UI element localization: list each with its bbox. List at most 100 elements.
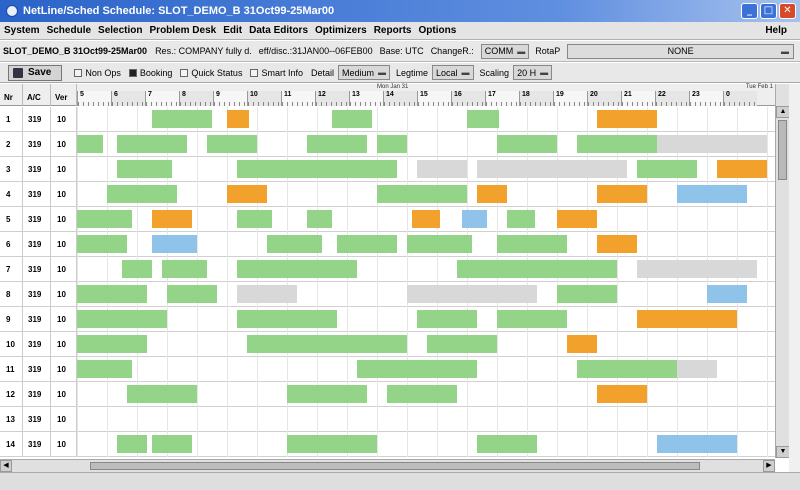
flight-leg-bar[interactable]	[237, 210, 272, 228]
gantt-row[interactable]: 3 319 10	[0, 157, 775, 182]
flight-leg-bar[interactable]	[467, 110, 499, 128]
menu-system[interactable]: System	[4, 25, 40, 36]
horizontal-scrollbar[interactable]: ◀ ▶	[0, 459, 775, 472]
flight-leg-bar[interactable]	[567, 335, 597, 353]
flight-leg-bar[interactable]	[637, 310, 737, 328]
vertical-scrollbar[interactable]: ▲ ▼	[775, 84, 790, 458]
flight-leg-bar[interactable]	[337, 235, 397, 253]
menu-problem-desk[interactable]: Problem Desk	[149, 25, 217, 36]
flight-leg-bar[interactable]	[247, 335, 407, 353]
flight-leg-bar[interactable]	[707, 285, 747, 303]
gantt-row[interactable]: 9 319 10	[0, 307, 775, 332]
rotap-dropdown[interactable]: NONE ▬	[567, 43, 794, 59]
flight-leg-bar[interactable]	[507, 210, 535, 228]
flight-leg-bar[interactable]	[117, 160, 172, 178]
scroll-left-icon[interactable]: ◀	[0, 460, 12, 472]
gantt-row[interactable]: 8 319 10	[0, 282, 775, 307]
flight-leg-bar[interactable]	[207, 135, 257, 153]
flight-leg-bar[interactable]	[287, 435, 377, 453]
flight-leg-bar[interactable]	[237, 310, 337, 328]
flight-leg-bar[interactable]	[387, 385, 457, 403]
flight-leg-bar[interactable]	[657, 435, 737, 453]
flight-leg-bar[interactable]	[597, 235, 637, 253]
gantt-row[interactable]: 12 319 10	[0, 382, 775, 407]
flight-leg-bar[interactable]	[227, 110, 249, 128]
vertical-scroll-thumb[interactable]	[778, 120, 787, 180]
scroll-up-icon[interactable]: ▲	[776, 106, 790, 118]
flight-leg-bar[interactable]	[597, 110, 657, 128]
gantt-row[interactable]: 6 319 10	[0, 232, 775, 257]
flight-leg-bar[interactable]	[417, 160, 467, 178]
flight-leg-bar[interactable]	[657, 135, 767, 153]
flight-leg-bar[interactable]	[77, 335, 147, 353]
gantt-row[interactable]: 2 319 10	[0, 132, 775, 157]
gantt-row[interactable]: 13 319 10	[0, 407, 775, 432]
menu-options[interactable]: Options	[418, 25, 457, 36]
flight-leg-bar[interactable]	[637, 260, 757, 278]
flight-leg-bar[interactable]	[417, 310, 477, 328]
horizontal-scroll-thumb[interactable]	[90, 462, 700, 470]
flight-leg-bar[interactable]	[77, 360, 132, 378]
menu-edit[interactable]: Edit	[223, 25, 243, 36]
flight-leg-bar[interactable]	[557, 210, 597, 228]
flight-leg-bar[interactable]	[477, 435, 537, 453]
flight-leg-bar[interactable]	[462, 210, 487, 228]
maximize-button[interactable]: □	[760, 3, 777, 19]
flight-leg-bar[interactable]	[122, 260, 152, 278]
close-button[interactable]: ✕	[779, 3, 796, 19]
smart-info-checkbox[interactable]: Smart Info	[250, 68, 303, 78]
flight-leg-bar[interactable]	[357, 360, 477, 378]
flight-leg-bar[interactable]	[557, 285, 617, 303]
flight-leg-bar[interactable]	[267, 235, 322, 253]
gantt-row[interactable]: 1 319 10	[0, 107, 775, 132]
flight-leg-bar[interactable]	[427, 335, 497, 353]
flight-leg-bar[interactable]	[77, 285, 147, 303]
flight-leg-bar[interactable]	[377, 185, 467, 203]
flight-leg-bar[interactable]	[117, 435, 147, 453]
flight-leg-bar[interactable]	[107, 185, 177, 203]
flight-leg-bar[interactable]	[77, 235, 127, 253]
flight-leg-bar[interactable]	[577, 135, 657, 153]
flight-leg-bar[interactable]	[677, 185, 747, 203]
gantt-row[interactable]: 11 319 10	[0, 357, 775, 382]
flight-leg-bar[interactable]	[227, 185, 267, 203]
flight-leg-bar[interactable]	[407, 285, 537, 303]
flight-leg-bar[interactable]	[412, 210, 440, 228]
flight-leg-bar[interactable]	[332, 110, 372, 128]
flight-leg-bar[interactable]	[497, 235, 567, 253]
flight-leg-bar[interactable]	[637, 160, 697, 178]
menu-selection[interactable]: Selection	[98, 25, 143, 36]
quick-status-checkbox[interactable]: Quick Status	[180, 68, 242, 78]
legtime-dropdown[interactable]: Local ▬	[432, 65, 474, 80]
flight-leg-bar[interactable]	[77, 135, 103, 153]
flight-leg-bar[interactable]	[377, 135, 407, 153]
change-reason-dropdown[interactable]: COMM ▬	[480, 43, 530, 59]
menu-reports[interactable]: Reports	[373, 25, 412, 36]
flight-leg-bar[interactable]	[167, 285, 217, 303]
gantt-row[interactable]: 7 319 10	[0, 257, 775, 282]
flight-leg-bar[interactable]	[307, 210, 332, 228]
non-ops-checkbox[interactable]: Non Ops	[74, 68, 121, 78]
flight-leg-bar[interactable]	[477, 160, 627, 178]
flight-leg-bar[interactable]	[117, 135, 187, 153]
flight-leg-bar[interactable]	[77, 310, 167, 328]
flight-leg-bar[interactable]	[307, 135, 367, 153]
flight-leg-bar[interactable]	[287, 385, 367, 403]
flight-leg-bar[interactable]	[497, 135, 557, 153]
gantt-row[interactable]: 5 319 10	[0, 207, 775, 232]
gantt-row[interactable]: 4 319 10	[0, 182, 775, 207]
flight-leg-bar[interactable]	[457, 260, 617, 278]
flight-leg-bar[interactable]	[497, 310, 567, 328]
flight-leg-bar[interactable]	[717, 160, 767, 178]
flight-leg-bar[interactable]	[677, 360, 717, 378]
flight-leg-bar[interactable]	[597, 385, 647, 403]
menu-optimizers[interactable]: Optimizers	[315, 25, 367, 36]
flight-leg-bar[interactable]	[162, 260, 207, 278]
save-button[interactable]: Save	[8, 64, 63, 81]
flight-leg-bar[interactable]	[237, 285, 297, 303]
flight-leg-bar[interactable]	[127, 385, 197, 403]
menu-help[interactable]: Help	[765, 25, 787, 36]
flight-leg-bar[interactable]	[407, 235, 472, 253]
flight-leg-bar[interactable]	[152, 235, 197, 253]
gantt-row[interactable]: 10 319 10	[0, 332, 775, 357]
